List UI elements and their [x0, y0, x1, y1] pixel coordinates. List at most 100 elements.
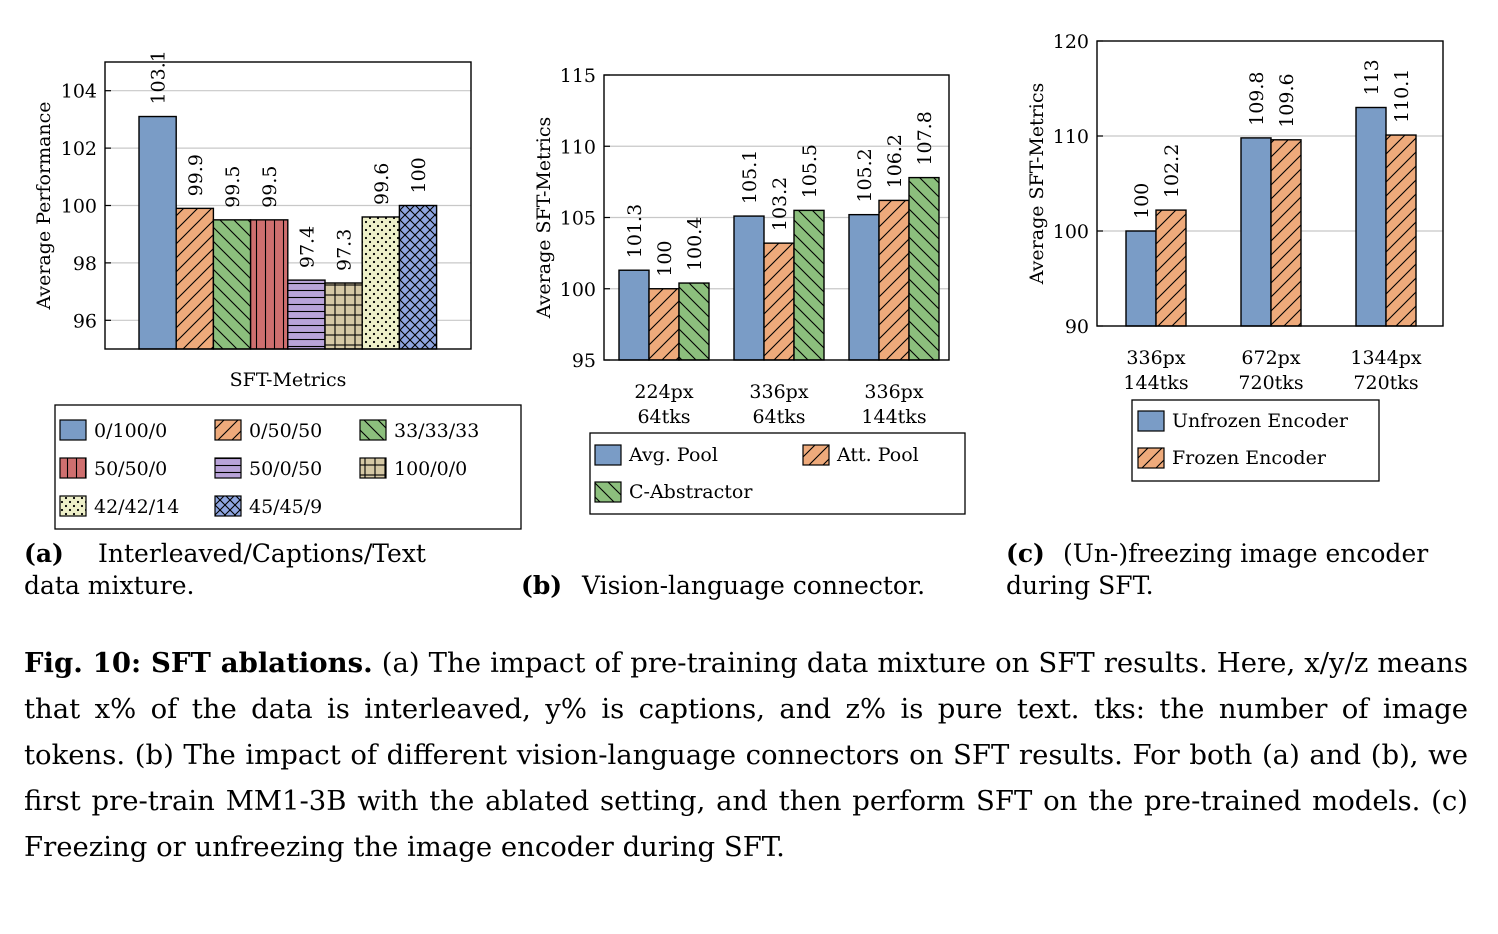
- y-tick-label: 104: [61, 81, 97, 103]
- subcaption-line: during SFT.: [1006, 571, 1154, 600]
- y-tick-label: 100: [560, 279, 596, 301]
- x-tick-label: 720tks: [1353, 372, 1418, 394]
- legend-box: [54, 404, 522, 530]
- bar-value-label: 105.5: [799, 144, 821, 198]
- subcaption-line: (Un-)freezing image encoder: [1063, 539, 1428, 568]
- legend-label: 33/33/33: [394, 420, 479, 442]
- y-tick-label: 95: [572, 350, 596, 372]
- y-tick-label: 110: [1053, 126, 1089, 148]
- y-tick-label: 96: [73, 310, 97, 332]
- bar-value-label: 100.4: [684, 217, 706, 271]
- y-tick-label: 102: [61, 138, 97, 160]
- bar: [848, 213, 880, 361]
- bar-value-label: 102.2: [1161, 144, 1183, 198]
- bar: [324, 282, 363, 350]
- bar: [249, 219, 289, 350]
- bar: [1155, 209, 1187, 327]
- bar-value-label: 103.1: [148, 50, 170, 104]
- bar-value-label: 105.1: [739, 150, 761, 204]
- bar: [878, 199, 910, 361]
- bar-value-label: 99.5: [259, 166, 281, 208]
- chart-c: 90 100 110 120 100 109.8 113 102.2 109.6 110.1 Ave…: [1006, 31, 1444, 600]
- legend-swatch: [214, 419, 242, 441]
- legend-label: Unfrozen Encoder: [1172, 410, 1349, 432]
- legend-swatch: [359, 419, 387, 441]
- bar: [763, 242, 795, 361]
- legend-swatch: [1137, 447, 1165, 469]
- plot-frame: [603, 74, 950, 361]
- bar: [1270, 139, 1302, 327]
- figure: 96 98 100 102 104 103.1 99.9 99.5 99.5 97.4 97.3 99…: [24, 31, 1444, 600]
- subcaption-line: Interleaved/Captions/Text: [98, 539, 426, 568]
- subcaption-line: data mixture.: [24, 571, 194, 600]
- bar-value-label: 109.6: [1276, 73, 1298, 127]
- x-tick-label: 336px: [749, 381, 808, 403]
- x-tick-label: 144tks: [1123, 372, 1188, 394]
- bar-value-label: 109.8: [1246, 71, 1268, 125]
- legend-label: Frozen Encoder: [1172, 447, 1327, 469]
- bar: [793, 209, 825, 361]
- x-tick-label: 336px: [1126, 347, 1185, 369]
- x-axis-label: SFT-Metrics: [230, 369, 347, 391]
- chart-b: 95 100 105 110 115 101.3 105.1 105.2 100 103.2 106…: [521, 65, 966, 600]
- legend-label: 0/100/0: [94, 420, 167, 442]
- bar: [618, 269, 650, 361]
- bar-value-label: 105.2: [854, 148, 876, 202]
- bar-value-label: 107.8: [914, 111, 936, 165]
- x-tick-label: 64tks: [637, 406, 690, 428]
- x-tick-label: 1344px: [1350, 347, 1422, 369]
- plot-frame: [104, 61, 472, 350]
- legend-swatch: [1137, 410, 1165, 432]
- legend-swatch: [214, 495, 242, 517]
- legend-swatch: [802, 444, 830, 466]
- legend-box: [1131, 399, 1380, 482]
- legend-swatch: [214, 457, 242, 479]
- y-tick-label: 120: [1053, 31, 1089, 53]
- legend-box: [589, 432, 966, 515]
- legend-label: C-Abstractor: [629, 481, 753, 503]
- bar: [1240, 137, 1272, 327]
- subcaption-line: Vision-language connector.: [581, 571, 925, 600]
- legend-label: 45/45/9: [249, 496, 322, 518]
- plot-frame: [1096, 40, 1444, 327]
- y-tick-label: 98: [73, 253, 97, 275]
- y-axis-label: Average SFT-Metrics: [533, 117, 555, 320]
- legend-label: 50/50/0: [94, 458, 167, 480]
- x-tick-label: 64tks: [752, 406, 805, 428]
- legend-swatch: [59, 457, 87, 479]
- bar-value-label: 99.9: [185, 154, 207, 196]
- legend-label: Avg. Pool: [628, 444, 718, 466]
- bar: [138, 115, 177, 350]
- legend-label: 50/0/50: [249, 458, 322, 480]
- subcaption-tag: (b): [521, 571, 562, 600]
- legend-label: Att. Pool: [836, 444, 919, 466]
- y-tick-label: 100: [61, 196, 97, 218]
- x-tick-label: 144tks: [861, 406, 926, 428]
- bar: [648, 288, 680, 361]
- figure-caption: Fig. 10: SFT ablations. (a) The impact o…: [24, 640, 1468, 870]
- y-axis-label: Average Performance: [33, 101, 55, 310]
- bar: [1125, 230, 1157, 327]
- subcaption-tag: (a): [24, 539, 64, 568]
- bar-value-label: 106.2: [884, 134, 906, 188]
- bar: [1385, 134, 1417, 327]
- legend-label: 100/0/0: [394, 458, 467, 480]
- bar: [361, 216, 401, 350]
- legend-label: 42/42/14: [94, 496, 179, 518]
- y-tick-label: 100: [1053, 221, 1089, 243]
- figure-caption-label: Fig. 10: SFT ablations.: [24, 647, 373, 679]
- chart-a: 96 98 100 102 104 103.1 99.9 99.5 99.5 97.4 97.3 99…: [24, 50, 522, 600]
- bar-value-label: 110.1: [1391, 69, 1413, 123]
- bar: [175, 207, 215, 350]
- x-tick-label: 720tks: [1238, 372, 1303, 394]
- figure-caption-text: (a) The impact of pre-training data mixt…: [24, 647, 1468, 863]
- bar-value-label: 101.3: [624, 204, 646, 258]
- bar: [908, 176, 940, 361]
- x-tick-label: 336px: [864, 381, 923, 403]
- legend-swatch: [594, 481, 622, 503]
- bar-value-label: 100: [654, 240, 676, 276]
- bar-value-label: 113: [1361, 59, 1383, 95]
- bar: [733, 215, 765, 361]
- y-tick-label: 110: [560, 136, 596, 158]
- x-tick-label: 224px: [634, 381, 693, 403]
